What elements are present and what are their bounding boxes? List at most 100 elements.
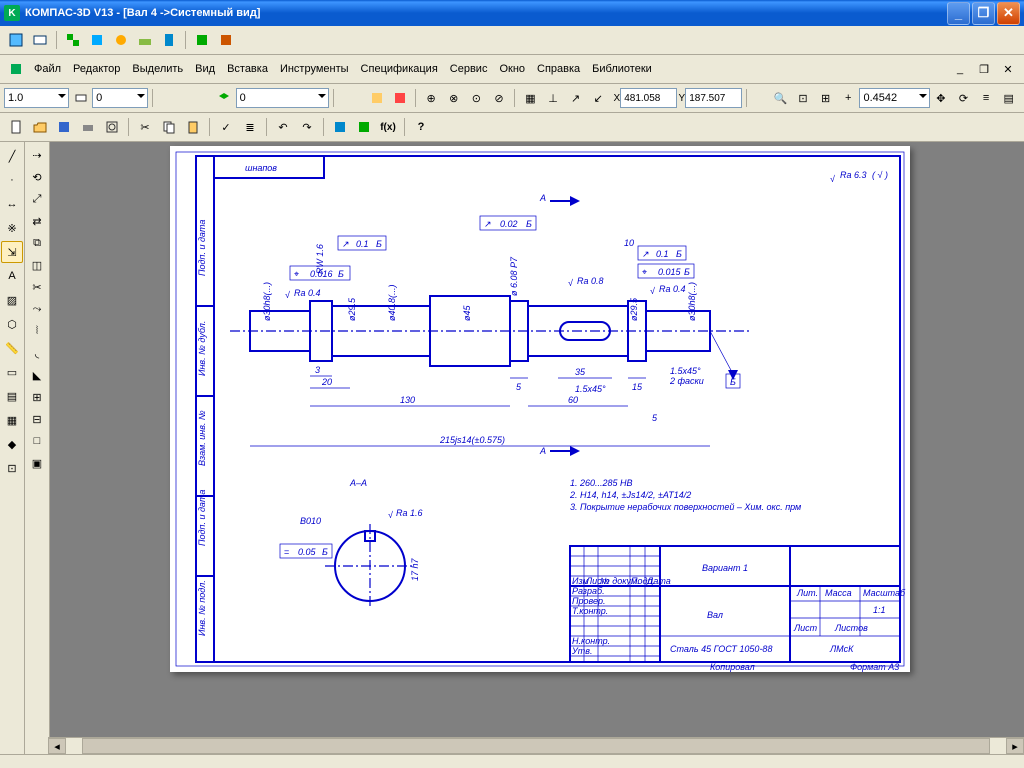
deform-tool-icon[interactable]: ◫	[26, 254, 48, 276]
tool-icon[interactable]	[5, 29, 27, 51]
menu-spec[interactable]: Спецификация	[355, 61, 444, 77]
preview-icon[interactable]	[101, 116, 123, 138]
fx-icon[interactable]: f(x)	[377, 116, 399, 138]
lib-icon[interactable]	[329, 116, 351, 138]
symbol-tool-icon[interactable]: ※	[1, 217, 23, 239]
close-button[interactable]: ✕	[997, 2, 1020, 25]
state-combo[interactable]: 0	[92, 88, 148, 108]
y-coord[interactable]: 187.507	[685, 88, 741, 108]
scale-tool-icon[interactable]: ⤢	[26, 188, 48, 210]
tool-icon[interactable]	[110, 29, 132, 51]
props-icon[interactable]: ✓	[215, 116, 237, 138]
ortho-icon[interactable]: ⊥	[543, 87, 564, 109]
mirror-tool-icon[interactable]: ⇄	[26, 210, 48, 232]
doc-close-icon[interactable]: ✕	[997, 58, 1019, 80]
tool-icon[interactable]: ⊡	[1, 457, 23, 479]
tool-icon[interactable]	[158, 29, 180, 51]
fillet-tool-icon[interactable]: ◟	[26, 342, 48, 364]
snap-icon[interactable]: ⊗	[443, 87, 464, 109]
menu-select[interactable]: Выделить	[126, 61, 189, 77]
extend-tool-icon[interactable]: ⤳	[26, 298, 48, 320]
tool-icon[interactable]	[29, 29, 51, 51]
menu-help[interactable]: Справка	[531, 61, 586, 77]
scroll-left-icon[interactable]: ◂	[48, 738, 66, 754]
zoom-icon[interactable]: 🔍	[770, 87, 791, 109]
redraw-icon[interactable]: ≡	[976, 87, 997, 109]
menu-view[interactable]: Вид	[189, 61, 221, 77]
tool-icon[interactable]: □	[26, 430, 48, 452]
scroll-thumb[interactable]	[82, 738, 990, 754]
tool-icon[interactable]	[367, 87, 388, 109]
hatch-tool-icon[interactable]: ▨	[1, 289, 23, 311]
tool-icon[interactable]	[389, 87, 410, 109]
tool-icon[interactable]: ▤	[998, 87, 1019, 109]
snap-icon[interactable]: ⊕	[421, 87, 442, 109]
tool-icon[interactable]	[215, 29, 237, 51]
tool-icon[interactable]: ◆	[1, 433, 23, 455]
tool-icon[interactable]	[62, 29, 84, 51]
tool-icon[interactable]: ⊟	[26, 408, 48, 430]
zoom-combo[interactable]: 0.4542	[859, 88, 929, 108]
menu-window[interactable]: Окно	[493, 61, 531, 77]
menu-tools[interactable]: Инструменты	[274, 61, 355, 77]
zoom-fit-icon[interactable]: ⊞	[815, 87, 836, 109]
tool-icon[interactable]	[86, 29, 108, 51]
menu-libs[interactable]: Библиотеки	[586, 61, 658, 77]
measure-tool-icon[interactable]: 📏	[1, 337, 23, 359]
tool-icon[interactable]: ⊞	[26, 386, 48, 408]
pan-icon[interactable]: ✥	[931, 87, 952, 109]
tool-icon[interactable]: ≣	[239, 116, 261, 138]
copy-icon[interactable]	[158, 116, 180, 138]
text-tool-icon[interactable]: A	[1, 265, 23, 287]
menu-file[interactable]: Файл	[28, 61, 67, 77]
open-icon[interactable]	[29, 116, 51, 138]
menu-editor[interactable]: Редактор	[67, 61, 126, 77]
scale-combo[interactable]: 1.0	[4, 88, 69, 108]
new-icon[interactable]	[5, 116, 27, 138]
param-tool-icon[interactable]: ⬡	[1, 313, 23, 335]
cut-icon[interactable]: ✂	[134, 116, 156, 138]
undo-icon[interactable]: ↶	[272, 116, 294, 138]
line-tool-icon[interactable]: ╱	[1, 145, 23, 167]
snap-icon[interactable]: ⊘	[489, 87, 510, 109]
zoom-in-icon[interactable]: +	[838, 87, 859, 109]
trim-tool-icon[interactable]: ✂	[26, 276, 48, 298]
rotate-tool-icon[interactable]: ⟲	[26, 166, 48, 188]
x-coord[interactable]: 481.058	[620, 88, 676, 108]
redo-icon[interactable]: ↷	[296, 116, 318, 138]
layers-icon[interactable]	[214, 87, 235, 109]
grid-icon[interactable]: ▦	[520, 87, 541, 109]
minimize-button[interactable]: _	[947, 2, 970, 25]
vars-icon[interactable]	[353, 116, 375, 138]
paste-icon[interactable]	[182, 116, 204, 138]
horizontal-scrollbar[interactable]: ◂ ▸	[48, 737, 1024, 754]
help-icon[interactable]: ?	[410, 116, 432, 138]
tool-icon[interactable]	[134, 29, 156, 51]
app-menu-icon[interactable]	[5, 58, 27, 80]
edit-tool-icon[interactable]: ⇲	[1, 241, 23, 263]
tool-icon[interactable]	[191, 29, 213, 51]
rotate-icon[interactable]: ⟳	[953, 87, 974, 109]
save-icon[interactable]	[53, 116, 75, 138]
doc-restore-icon[interactable]: ❐	[973, 58, 995, 80]
break-tool-icon[interactable]: ⦚	[26, 320, 48, 342]
report-tool-icon[interactable]: ▦	[1, 409, 23, 431]
coord-icon[interactable]: ↙	[588, 87, 609, 109]
select-tool-icon[interactable]: ▭	[1, 361, 23, 383]
chamfer-tool-icon[interactable]: ◣	[26, 364, 48, 386]
maximize-button[interactable]: ❐	[972, 2, 995, 25]
zoom-window-icon[interactable]: ⊡	[793, 87, 814, 109]
point-tool-icon[interactable]: ·	[1, 169, 23, 191]
coord-icon[interactable]: ↗	[565, 87, 586, 109]
print-icon[interactable]	[77, 116, 99, 138]
menu-insert[interactable]: Вставка	[221, 61, 274, 77]
tool-icon[interactable]: ▣	[26, 452, 48, 474]
snap-icon[interactable]: ⊙	[466, 87, 487, 109]
spec-tool-icon[interactable]: ▤	[1, 385, 23, 407]
menu-service[interactable]: Сервис	[444, 61, 494, 77]
tool-icon[interactable]	[70, 87, 91, 109]
doc-min-icon[interactable]: _	[949, 58, 971, 80]
copy-tool-icon[interactable]: ⧉	[26, 232, 48, 254]
layer-combo[interactable]: 0	[236, 88, 329, 108]
move-tool-icon[interactable]: ⇢	[26, 144, 48, 166]
